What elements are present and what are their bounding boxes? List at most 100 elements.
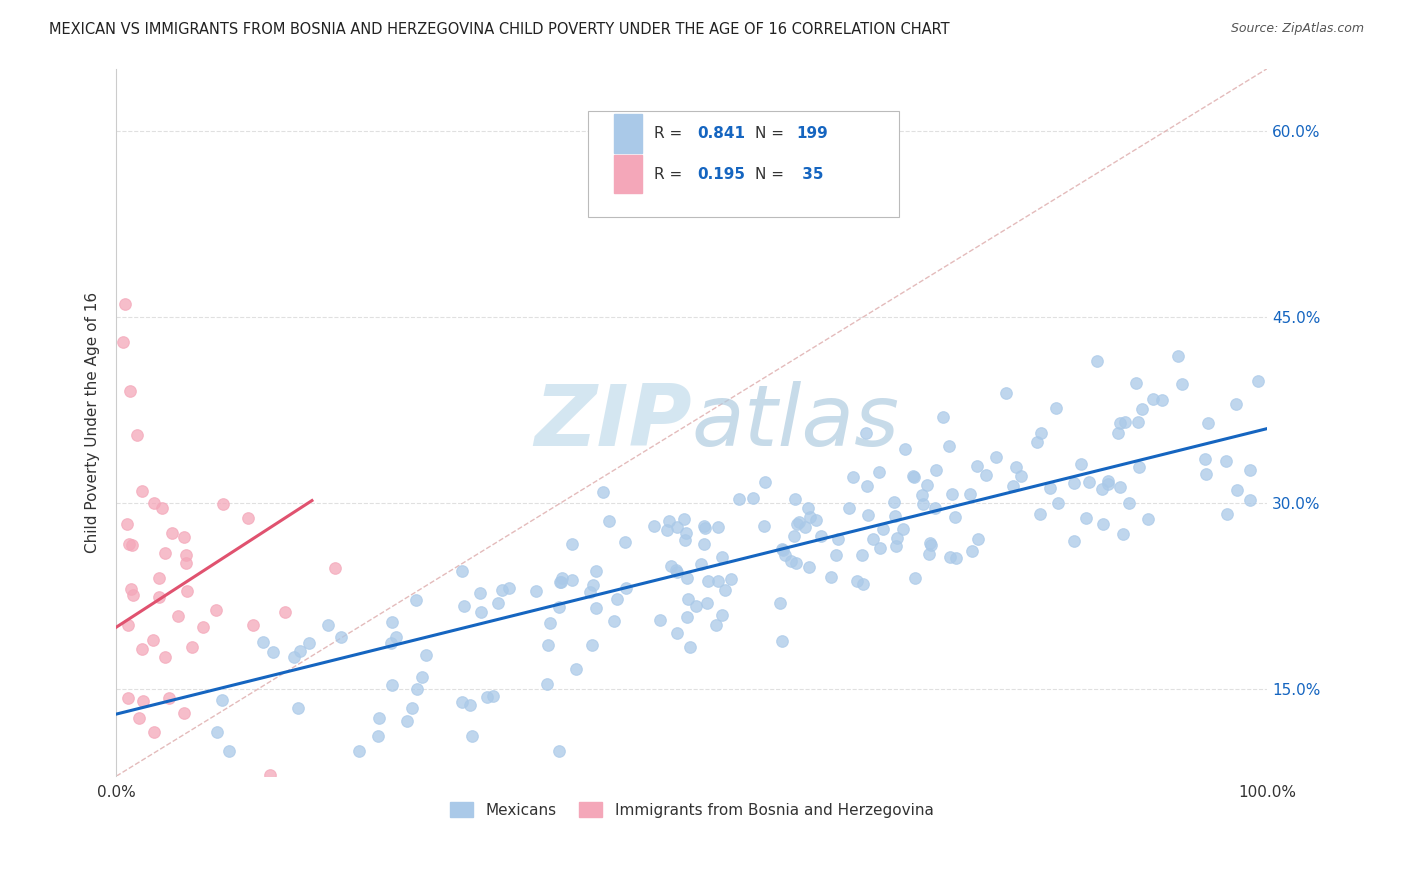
Point xyxy=(273,605,295,619)
Point xyxy=(918,536,941,550)
Point xyxy=(614,581,637,595)
Point xyxy=(1070,457,1092,471)
Point xyxy=(1128,415,1150,429)
Point xyxy=(1063,534,1085,549)
Point xyxy=(143,495,166,509)
Point xyxy=(856,508,879,523)
Point xyxy=(461,729,484,743)
Point xyxy=(142,632,165,647)
Point xyxy=(1114,415,1136,429)
Point xyxy=(524,584,547,599)
Point xyxy=(1109,416,1132,430)
Point xyxy=(155,546,177,560)
Point xyxy=(1128,460,1150,475)
Point xyxy=(561,537,583,551)
Point xyxy=(690,557,713,571)
Point xyxy=(1077,475,1099,490)
Point xyxy=(675,610,697,624)
Point xyxy=(1074,511,1097,525)
Point xyxy=(174,556,197,570)
Point xyxy=(176,548,198,562)
Point xyxy=(1004,459,1026,474)
Point xyxy=(121,588,143,602)
Point xyxy=(406,681,429,696)
Point xyxy=(903,469,925,483)
Point xyxy=(1152,393,1174,408)
Point xyxy=(820,570,842,584)
Point xyxy=(142,725,165,739)
Point xyxy=(679,640,702,654)
Point xyxy=(491,583,513,598)
Point xyxy=(869,541,891,555)
Point xyxy=(1045,401,1067,415)
Point xyxy=(711,549,734,564)
Point xyxy=(1194,452,1216,467)
Point xyxy=(537,638,560,652)
Point xyxy=(770,541,793,556)
Point xyxy=(157,691,180,706)
Point xyxy=(932,409,955,424)
Point xyxy=(644,519,666,533)
Point xyxy=(181,640,204,654)
Point xyxy=(561,573,583,587)
Point xyxy=(752,518,775,533)
Point xyxy=(381,677,404,691)
Point xyxy=(401,701,423,715)
Point xyxy=(666,565,689,579)
Point xyxy=(1091,482,1114,496)
Point xyxy=(1025,435,1047,450)
Point xyxy=(675,525,697,540)
Point xyxy=(318,617,340,632)
Point xyxy=(995,386,1018,401)
Point xyxy=(550,575,572,590)
Text: atlas: atlas xyxy=(692,381,900,464)
Point xyxy=(381,615,404,629)
Point xyxy=(606,592,628,607)
Point xyxy=(1171,376,1194,391)
Point xyxy=(585,601,607,615)
Point xyxy=(824,548,846,562)
Point xyxy=(585,564,607,578)
Point xyxy=(252,635,274,649)
Point xyxy=(658,515,681,529)
Point xyxy=(1108,480,1130,494)
Point xyxy=(695,521,717,535)
Point xyxy=(411,670,433,684)
Point xyxy=(614,534,637,549)
Point xyxy=(886,531,908,545)
Point xyxy=(112,334,135,349)
Y-axis label: Child Poverty Under the Age of 16: Child Poverty Under the Age of 16 xyxy=(86,292,100,553)
Point xyxy=(396,714,419,729)
Point xyxy=(368,711,391,725)
Bar xyxy=(613,154,643,194)
FancyBboxPatch shape xyxy=(588,111,898,217)
Point xyxy=(920,538,942,552)
Point xyxy=(176,584,198,599)
Point xyxy=(967,532,990,546)
Point xyxy=(287,701,309,715)
Point xyxy=(1118,496,1140,510)
Point xyxy=(482,689,505,703)
Point xyxy=(1195,467,1218,481)
Point xyxy=(785,556,807,570)
Point xyxy=(323,560,346,574)
Point xyxy=(1239,493,1261,508)
Point xyxy=(380,636,402,650)
Point xyxy=(810,529,832,543)
Text: MEXICAN VS IMMIGRANTS FROM BOSNIA AND HERZEGOVINA CHILD POVERTY UNDER THE AGE OF: MEXICAN VS IMMIGRANTS FROM BOSNIA AND HE… xyxy=(49,22,950,37)
Point xyxy=(693,519,716,533)
Bar xyxy=(613,114,643,153)
Text: ZIP: ZIP xyxy=(534,381,692,464)
Point xyxy=(128,710,150,724)
Point xyxy=(1167,350,1189,364)
Point xyxy=(298,636,321,650)
Point xyxy=(1010,469,1032,483)
Text: 35: 35 xyxy=(797,167,823,182)
Point xyxy=(704,618,727,632)
Point xyxy=(714,582,737,597)
Point xyxy=(772,542,794,557)
Point xyxy=(720,573,742,587)
Point xyxy=(148,571,170,585)
Point xyxy=(925,463,948,477)
Point xyxy=(911,497,934,511)
